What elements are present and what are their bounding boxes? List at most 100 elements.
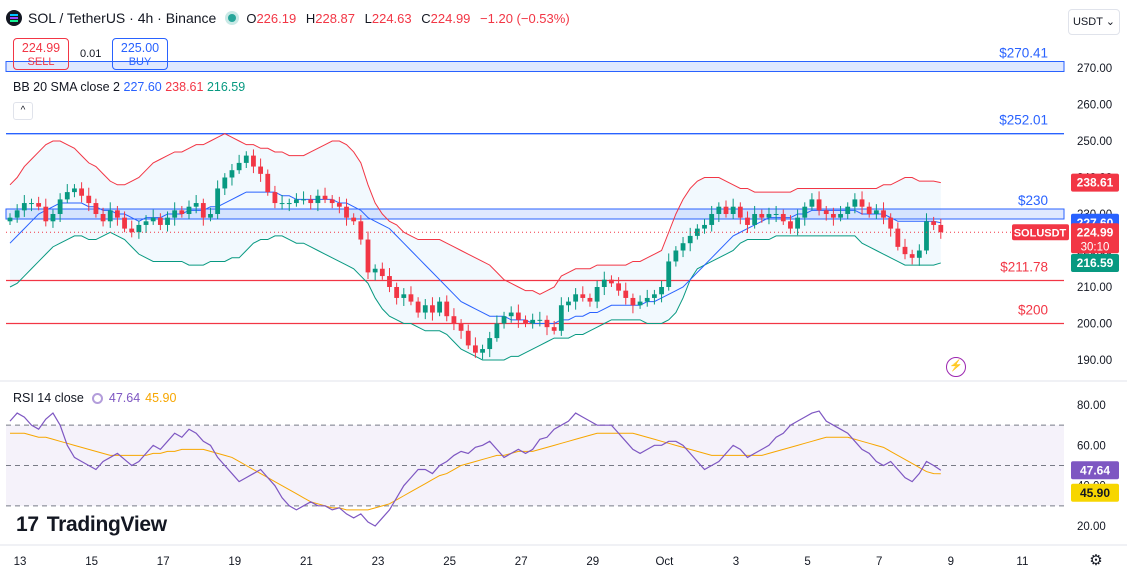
candle-body bbox=[72, 188, 77, 193]
close-value: 224.99 bbox=[430, 10, 471, 26]
candle-body bbox=[458, 323, 464, 331]
candle-body bbox=[745, 217, 750, 225]
level-label: $252.01 bbox=[999, 113, 1048, 128]
symbol-badge-bg bbox=[1012, 224, 1069, 241]
time-tick-label: 29 bbox=[586, 556, 599, 568]
candle-body bbox=[537, 319, 543, 321]
price-tick-label: 200.00 bbox=[1077, 319, 1112, 331]
bb-upper-value: 238.61 bbox=[165, 80, 204, 94]
candle-body bbox=[186, 206, 192, 214]
candle-body bbox=[916, 250, 922, 258]
candle-body bbox=[329, 199, 335, 204]
candle-body bbox=[301, 199, 306, 201]
candle-body bbox=[86, 195, 92, 204]
candle-body bbox=[709, 214, 715, 225]
candle-body bbox=[100, 214, 106, 222]
flash-icon[interactable]: ⚡ bbox=[946, 357, 966, 377]
candle-body bbox=[902, 246, 908, 255]
ohlc-readout: O226.19 H228.87 L224.63 C224.99 −1.20 (−… bbox=[246, 11, 575, 26]
time-tick-label: 19 bbox=[228, 556, 241, 568]
price-tick-label: 190.00 bbox=[1077, 355, 1112, 367]
chart-settings-icon[interactable]: ⚙ bbox=[1089, 552, 1103, 569]
time-tick-label: 27 bbox=[515, 556, 528, 568]
currency-label: USDT bbox=[1072, 16, 1103, 28]
candle-body bbox=[823, 210, 829, 214]
candle-body bbox=[580, 294, 586, 298]
bb-upper-line bbox=[9, 133, 941, 295]
candle-body bbox=[251, 155, 256, 167]
close-label: C bbox=[421, 10, 431, 26]
candle-body bbox=[21, 203, 27, 211]
candle-body bbox=[551, 327, 557, 331]
rsi-legend-value: 47.64 bbox=[108, 391, 141, 405]
candle-body bbox=[387, 276, 392, 287]
candle-body bbox=[272, 192, 278, 204]
candle-body bbox=[351, 217, 357, 222]
candle-body bbox=[752, 214, 758, 225]
tradingview-mark-icon: 17 bbox=[16, 513, 39, 536]
candle-body bbox=[687, 235, 693, 244]
candle-body bbox=[838, 214, 843, 218]
candle-body bbox=[659, 287, 664, 295]
rsi-legend[interactable]: RSI 14 close 47.64 45.90 bbox=[13, 391, 176, 405]
candle-body bbox=[222, 177, 228, 189]
time-tick-label: 17 bbox=[157, 556, 170, 568]
candle-body bbox=[508, 312, 514, 317]
candle-body bbox=[258, 166, 263, 174]
rsi-value-badge-bg bbox=[1071, 461, 1119, 480]
candle-body bbox=[895, 228, 901, 247]
change-value: −1.20 (−0.53%) bbox=[480, 10, 570, 26]
time-tick-label: 21 bbox=[300, 556, 313, 568]
candle-body bbox=[515, 312, 521, 320]
candle-body bbox=[143, 221, 149, 225]
rsi-tick-label: 60.00 bbox=[1077, 440, 1106, 452]
candle-body bbox=[759, 214, 765, 218]
candle-body bbox=[29, 203, 34, 205]
candle-body bbox=[594, 287, 600, 302]
candle-body bbox=[14, 210, 20, 218]
candle-body bbox=[931, 221, 937, 225]
buy-price: 225.00 bbox=[120, 41, 160, 55]
low-label: L bbox=[364, 10, 372, 26]
candle-body bbox=[845, 206, 851, 214]
currency-button[interactable]: USDT ⌄ bbox=[1068, 9, 1120, 35]
candle-body bbox=[873, 210, 879, 214]
price-tick-label: 250.00 bbox=[1077, 136, 1112, 148]
sell-price: 224.99 bbox=[21, 41, 61, 55]
collapse-indicators-button[interactable]: ^ bbox=[13, 102, 33, 120]
candle-body bbox=[694, 228, 700, 236]
last-price-badge-bg bbox=[1071, 223, 1119, 254]
candle-body bbox=[372, 268, 378, 273]
rsi-settings-icon[interactable] bbox=[91, 392, 103, 404]
buy-button[interactable]: 225.00 BUY bbox=[112, 38, 168, 70]
open-label: O bbox=[246, 10, 257, 26]
rsi-ma-badge: 45.90 bbox=[1080, 486, 1110, 500]
candle-body bbox=[215, 188, 221, 214]
rsi-tick-label: 20.00 bbox=[1077, 521, 1106, 533]
candle-body bbox=[530, 319, 536, 324]
symbol-badge: SOLUSDT bbox=[1014, 227, 1067, 239]
candle-body bbox=[780, 214, 786, 222]
last-price-badge: 224.99 bbox=[1077, 225, 1114, 239]
candle-body bbox=[179, 210, 185, 214]
buy-label: BUY bbox=[128, 56, 152, 68]
candle-body bbox=[415, 301, 421, 313]
low-value: 224.63 bbox=[371, 10, 412, 26]
candle-body bbox=[723, 206, 729, 214]
brand-name: TradingView bbox=[46, 513, 167, 536]
price-tick-label: 270.00 bbox=[1077, 63, 1112, 75]
candle-body bbox=[637, 301, 643, 306]
time-tick-label: 11 bbox=[1016, 556, 1028, 568]
candle-body bbox=[573, 294, 579, 302]
candle-body bbox=[773, 214, 779, 215]
candle-body bbox=[365, 239, 371, 273]
symbol-title[interactable]: SOL / TetherUS · 4h · Binance bbox=[28, 10, 217, 26]
countdown-badge: 30:10 bbox=[1081, 241, 1110, 253]
candle-body bbox=[523, 319, 528, 324]
time-tick-label: 23 bbox=[372, 556, 385, 568]
sell-button[interactable]: 224.99 SELL bbox=[13, 38, 69, 70]
candle-body bbox=[157, 217, 163, 225]
bb-legend[interactable]: BB 20 SMA close 2 227.60 238.61 216.59 bbox=[13, 80, 245, 94]
candle-body bbox=[401, 294, 407, 298]
